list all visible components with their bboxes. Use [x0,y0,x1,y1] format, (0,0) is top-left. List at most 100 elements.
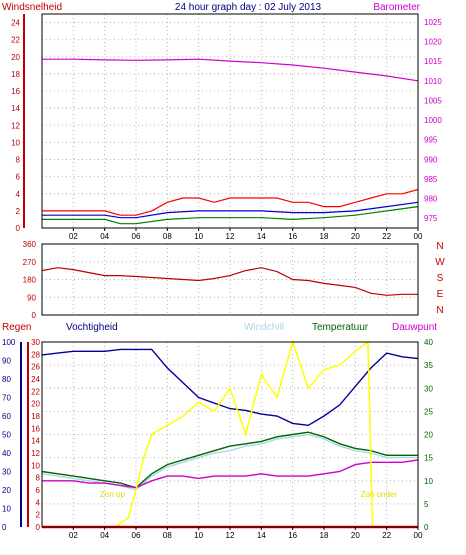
temperature-y-tick-label: 30 [424,384,433,393]
rain-y-tick-label: 30 [31,338,40,347]
direction-y-tick-label: 360 [23,240,37,249]
humidity-y-tick-label: 80 [2,375,11,384]
wind_gust-series-line [42,188,419,216]
humidity-y-tick-label: 60 [2,412,11,421]
windspeed-y-tick-label: 14 [11,104,20,113]
temp-x-tick-label: 00 [414,531,423,540]
wind_speed-series-line [42,206,419,225]
temperature-y-tick-label: 40 [424,338,433,347]
direction-y-tick-label: 0 [32,311,37,320]
rain-y-tick-label: 8 [36,474,41,483]
wind_avg-series-line [42,201,419,219]
temp-x-tick-label: 20 [351,531,360,540]
temperature-series-line [41,431,418,489]
temp-x-tick-label: 12 [226,531,235,540]
compass-label-e: E [437,289,444,300]
wind-x-tick-label: 14 [257,232,266,241]
windspeed-y-tick-label: 8 [16,156,21,165]
rain-y-tick-label: 16 [31,424,40,433]
barometer-y-tick-label: 975 [424,214,438,223]
rain-y-tick-label: 4 [36,498,41,507]
compass-label-s: S [437,273,444,284]
barometer-y-tick-label: 985 [424,175,438,184]
barometer-y-tick-label: 1015 [424,57,442,66]
rain-y-tick-label: 26 [31,363,40,372]
windspeed-y-tick-label: 6 [16,173,21,182]
wind-x-tick-label: 04 [100,232,109,241]
windspeed-y-tick-label: 16 [11,87,20,96]
barometer-y-tick-label: 1020 [424,37,442,46]
wind-x-tick-label: 00 [414,232,423,241]
rain-y-tick-label: 24 [31,375,40,384]
temperature-axis-title: Temperatuur [312,322,369,333]
temp-x-tick-label: 22 [382,531,391,540]
rain-y-tick-label: 2 [36,511,41,520]
windspeed-axis-title: Windsnelheid [2,2,62,13]
windspeed-y-tick-label: 20 [11,53,20,62]
windspeed-y-tick-label: 18 [11,70,20,79]
barometer-y-tick-label: 980 [424,195,438,204]
rain-axis-title: Regen [2,322,31,333]
direction-y-tick-label: 270 [23,258,37,267]
windspeed-y-tick-label: 10 [11,138,20,147]
temp-x-tick-label: 02 [69,531,78,540]
humidity-y-tick-label: 10 [2,505,11,514]
chart-marks: 2422201816141210864201025102010151010100… [2,13,442,540]
sun-annotation: Zon onder [361,490,398,499]
temp-x-tick-label: 18 [320,531,329,540]
dewpoint-series-line [42,459,419,489]
humidity-series-line [41,348,419,427]
wind-x-tick-label: 16 [288,232,297,241]
barometer-y-tick-label: 1025 [424,18,442,27]
dewpoint-axis-title: Dauwpunt [392,322,437,333]
direction-frame [41,243,419,316]
barometer-y-tick-label: 1005 [424,96,442,105]
compass-label-w: W [435,257,445,268]
humidity-y-tick-label: 20 [2,486,11,495]
humidity-y-tick-label: 30 [2,468,11,477]
temp-x-tick-label: 10 [194,531,203,540]
barometer-series-line [42,58,419,82]
windspeed-y-tick-label: 24 [11,19,20,28]
temp-x-tick-label: 08 [163,531,172,540]
barometer-y-tick-label: 1000 [424,116,442,125]
humidity-y-tick-label: 70 [2,394,11,403]
wind-x-tick-label: 02 [69,232,78,241]
rain-y-tick-label: 20 [31,400,40,409]
rain-y-tick-label: 14 [31,437,40,446]
temperature-y-tick-label: 35 [424,361,433,370]
chart-title: 24 hour graph day : 02 July 2013 [175,2,322,13]
windspeed-y-tick-label: 4 [16,190,21,199]
temp-x-tick-label: 04 [100,531,109,540]
barometer-y-tick-label: 995 [424,136,438,145]
humidity-y-tick-label: 0 [2,523,7,532]
temperature-y-tick-label: 5 [424,500,429,509]
wind-x-tick-label: 18 [320,232,329,241]
humidity-axis-title: Vochtigheid [66,322,118,333]
temperature-y-tick-label: 20 [424,431,433,440]
temperature-y-tick-label: 15 [424,454,433,463]
wind-x-tick-label: 22 [382,232,391,241]
rain-y-tick-label: 10 [31,461,40,470]
barometer-y-tick-label: 990 [424,155,438,164]
temperature-y-tick-label: 0 [424,523,429,532]
wind-x-tick-label: 10 [194,232,203,241]
humidity-y-tick-label: 100 [2,338,16,347]
compass-label-n-top: N [436,241,443,252]
windspeed-y-tick-label: 2 [16,207,21,216]
direction-y-tick-label: 180 [23,276,37,285]
wind-x-tick-label: 20 [351,232,360,241]
rain-y-tick-label: 22 [31,387,40,396]
compass-label-n-bottom: N [436,305,443,316]
wind-x-tick-label: 08 [163,232,172,241]
windspeed-y-tick-label: 12 [11,121,20,130]
windspeed-y-tick-label: 0 [16,224,21,233]
temp-x-tick-label: 14 [257,531,266,540]
temp-x-tick-label: 06 [132,531,141,540]
solar-series-line [42,339,418,528]
barometer-axis-title: Barometer [373,2,420,13]
sun-annotation: Zon op [100,490,125,499]
